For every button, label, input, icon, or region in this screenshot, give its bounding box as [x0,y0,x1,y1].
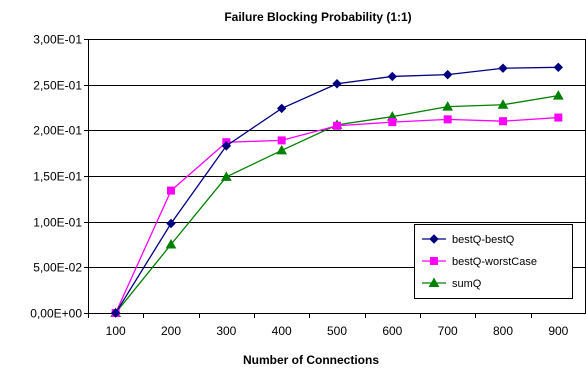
y-tick-label: 0,00E+00 [30,307,82,321]
x-tick-label: 700 [438,324,458,338]
data-point [276,144,288,155]
y-tick-label: 1,00E-01 [33,216,82,230]
data-point [443,115,452,124]
data-point [167,186,175,195]
x-tick-label: 800 [493,324,513,338]
data-point [387,71,398,82]
data-point [442,101,454,111]
legend-entry: bestQ-bestQ [422,234,515,246]
y-tick-label: 2,50E-01 [33,79,82,93]
data-point [110,308,121,318]
y-tick-label: 1,50E-01 [33,170,82,184]
legend-swatch-marker [429,234,439,244]
data-point [498,63,508,73]
chart-title: Failure Blocking Probability (1:1) [224,10,411,24]
x-tick-label: 500 [327,324,347,338]
legend: bestQ-bestQ bestQ-worstCase sumQ [414,224,573,299]
legend-entry: sumQ [422,277,482,290]
data-point [554,113,563,122]
x-tick-label: 100 [106,324,126,338]
x-axis-label: Number of Connections [243,353,379,367]
data-point [499,117,507,126]
y-tick-labels: 0,00E+00 5,00E-02 1,00E-01 1,50E-01 2,00E-01… [30,33,82,321]
data-point [220,171,232,181]
data-point [276,103,287,114]
legend-label: bestQ-worstCase [452,256,537,268]
data-point [165,238,177,249]
data-point [277,136,286,145]
series-layer [110,62,564,318]
y-tick-label: 5,00E-02 [33,261,82,275]
axes [88,39,586,318]
x-tick-label: 900 [548,324,568,338]
data-point [221,141,232,151]
data-point [332,79,342,89]
data-point [166,218,176,229]
legend-label: sumQ [452,278,482,290]
data-point [553,62,564,73]
y-tick-label: 2,00E-01 [33,124,82,138]
x-tick-label: 600 [382,324,402,338]
data-point [333,121,341,130]
data-point [497,99,509,109]
x-tick-label: 400 [272,324,292,338]
data-point [552,90,564,100]
data-point [388,118,397,127]
legend-label: bestQ-bestQ [452,234,515,246]
data-point [442,69,453,80]
x-tick-labels: 100 200 300 400 500 600 700 800 900 [106,324,569,338]
legend-entry: bestQ-worstCase [422,256,537,268]
y-tick-label: 3,00E-01 [33,33,82,47]
legend-swatch-marker [430,257,438,265]
x-tick-label: 200 [161,324,181,338]
x-tick-label: 300 [216,324,236,338]
legend-swatch-marker [428,277,440,287]
series-bestQ-bestQ [110,62,564,318]
